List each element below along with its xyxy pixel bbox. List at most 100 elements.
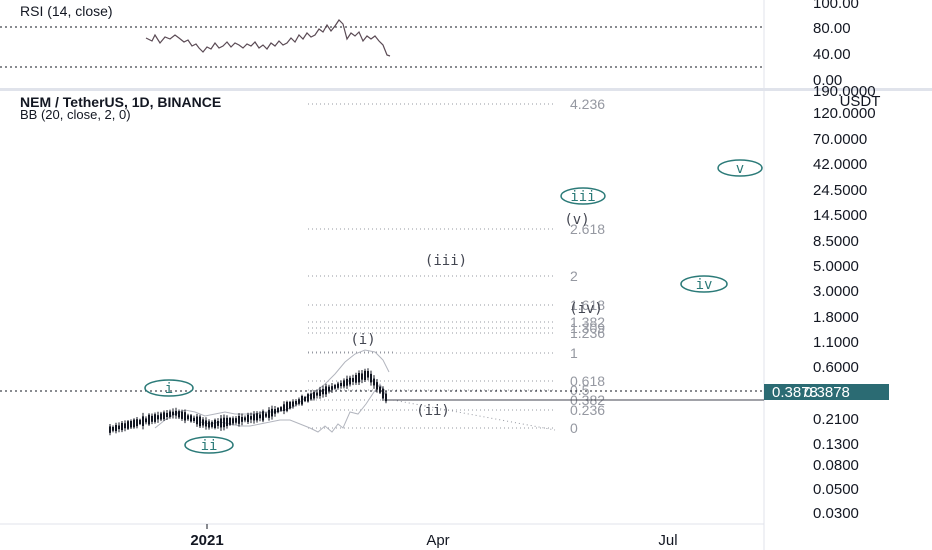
candle-body <box>361 373 363 380</box>
fib-level-label: 1 <box>570 345 578 361</box>
candle-body <box>187 415 189 420</box>
candle-body <box>334 385 336 389</box>
price-axis-label: 0.0500 <box>813 481 859 498</box>
candle-body <box>304 396 306 402</box>
wave-ii[interactable]: ii <box>184 436 234 454</box>
rsi-axis-label-80: 80.00 <box>813 20 851 37</box>
candle-body <box>340 382 342 387</box>
price-axis-label: 5.0000 <box>813 258 859 275</box>
price-axis-labels[interactable]: 120.0000 70.0000 42.0000 24.5000 14.5000 8.50… <box>813 105 876 522</box>
candle-body <box>160 413 162 420</box>
candle-body <box>133 419 135 428</box>
candle-body <box>307 394 309 402</box>
wave-v-label: v <box>736 161 744 177</box>
wave-v[interactable]: v <box>717 159 763 177</box>
candle-body <box>352 378 354 382</box>
wave-iv-marker <box>680 275 728 293</box>
fib-level-label: 2 <box>570 268 578 284</box>
candle-body <box>157 415 159 420</box>
candle-body <box>319 389 321 396</box>
current-price-tag: 0.3878 0.3878 <box>764 384 889 401</box>
candle-body <box>121 422 123 431</box>
candle-body <box>235 418 237 423</box>
price-axis-label: 3.0000 <box>813 283 859 300</box>
wave-iv[interactable]: iv <box>680 275 728 293</box>
candle-body <box>202 419 204 426</box>
candle-body <box>313 392 315 399</box>
wave-iii[interactable]: iii <box>560 187 606 205</box>
price-axis-top-label: 190.0000 <box>813 83 876 100</box>
candle-body <box>130 420 132 428</box>
price-axis-label: 0.2100 <box>813 411 859 428</box>
subwave-ii-label[interactable]: (ii) <box>416 403 450 419</box>
candle-body <box>322 388 324 395</box>
candle-body <box>127 421 129 429</box>
candle-body <box>148 414 150 425</box>
price-axis-label: 42.0000 <box>813 156 867 173</box>
candle-body <box>151 415 153 422</box>
candle-body <box>292 401 294 407</box>
fib-level-label: 4.236 <box>570 96 605 112</box>
current-price-label: 0.3878 <box>804 384 850 401</box>
candlestick-series[interactable] <box>109 368 387 436</box>
subwave-i-label[interactable]: (i) <box>350 332 375 348</box>
pane-separator[interactable] <box>0 88 932 91</box>
fib-level-label: 0.618 <box>570 373 605 389</box>
subwave-iv-label[interactable]: (iv) <box>569 301 603 317</box>
candle-body <box>238 415 240 424</box>
candle-body <box>277 408 279 413</box>
price-axis-label: 120.0000 <box>813 105 876 122</box>
bb-indicator-title[interactable]: BB (20, close, 2, 0) <box>20 107 131 122</box>
candle-body <box>349 377 351 385</box>
candle-body <box>385 393 387 402</box>
subwave-v-label[interactable]: (v) <box>564 212 589 228</box>
candle-body <box>199 416 201 427</box>
price-axis-currency[interactable]: USDT <box>840 93 881 110</box>
symbol-title[interactable]: NEM / TetherUS, 1D, BINANCE <box>20 94 222 110</box>
candle-body <box>286 401 288 411</box>
wave-iii-label: iii <box>570 189 595 205</box>
candle-body <box>280 407 282 411</box>
candle-body <box>358 373 360 383</box>
candle-body <box>376 382 378 390</box>
candle-body <box>226 417 228 427</box>
candle-body <box>118 425 120 430</box>
candle-body <box>262 411 264 421</box>
time-axis-label-jul: Jul <box>658 532 677 549</box>
candle-body <box>232 418 234 424</box>
candle-body <box>208 421 210 428</box>
price-axis-label: 0.0300 <box>813 505 859 522</box>
candle-body <box>310 393 312 400</box>
candle-body <box>175 410 177 416</box>
candle-body <box>298 399 300 404</box>
price-axis-label: 70.0000 <box>813 131 867 148</box>
price-axis-label: 8.5000 <box>813 233 859 250</box>
wave-i[interactable]: i <box>144 379 194 397</box>
candle-body <box>169 411 171 417</box>
time-axis-label-apr: Apr <box>426 532 449 549</box>
rsi-title[interactable]: RSI (14, close) <box>20 3 113 19</box>
candle-body <box>142 416 144 426</box>
candle-body <box>112 426 114 431</box>
candle-body <box>193 417 195 422</box>
rsi-pane <box>0 19 764 68</box>
wave-ii-label: ii <box>201 438 218 454</box>
wave-iii-marker <box>560 187 606 205</box>
candle-body <box>163 412 165 420</box>
fib-level-label: 0 <box>570 420 578 436</box>
price-axis-label: 0.0800 <box>813 457 859 474</box>
candle-body <box>217 420 219 426</box>
candle-body <box>382 388 384 399</box>
candle-body <box>229 417 231 425</box>
candle-body <box>268 409 270 418</box>
candle-body <box>274 409 276 414</box>
subwave-iii-label[interactable]: (iii) <box>425 253 467 269</box>
rsi-axis-label-40: 40.00 <box>813 46 851 63</box>
candle-body <box>283 404 285 412</box>
wave-iv-label: iv <box>696 277 713 293</box>
candle-body <box>301 395 303 405</box>
time-axis-label-2021: 2021 <box>190 532 223 549</box>
candle-body <box>109 426 111 433</box>
candle-body <box>295 401 297 405</box>
